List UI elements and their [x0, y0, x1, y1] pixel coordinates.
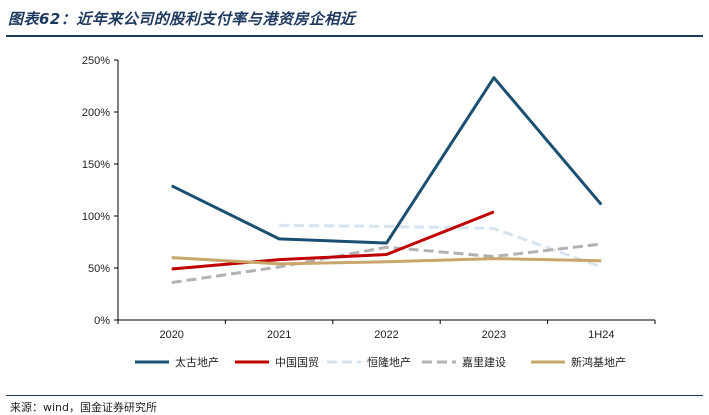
series-line-1 [171, 76, 603, 245]
y-tick-label: 250% [82, 55, 110, 67]
legend-label-2: 中国国贸 [275, 356, 319, 369]
legend-label-1: 太古地产 [175, 355, 219, 369]
x-tick-label: 2023 [482, 329, 506, 341]
series-line-3 [279, 223, 602, 269]
legend-label-3: 恒隆地产 [367, 355, 411, 369]
y-tick-label: 200% [82, 107, 110, 119]
legend: 太古地产 中国国贸 恒隆地产 嘉里建设 新鸿基地产 [135, 355, 626, 369]
legend-label-5: 新鸿基地产 [571, 355, 626, 369]
x-tick-label: 2020 [159, 329, 183, 341]
y-tick-label: 0% [94, 315, 110, 327]
axes: 0% 50% 100% 150% 200% 250% 2020 2021 2022 2023 1H2… [82, 55, 656, 341]
y-tick-label: 100% [82, 211, 110, 223]
chart-title: 图表62：近年来公司的股利支付率与港资房企相近 [8, 10, 356, 28]
footer-rule [6, 395, 703, 396]
series-line-4 [171, 242, 602, 285]
series-line-5 [171, 256, 602, 266]
x-tick-label: 2022 [374, 329, 398, 341]
y-tick-label: 50% [88, 263, 110, 275]
y-tick-label: 150% [82, 159, 110, 171]
series-line-2 [171, 210, 495, 271]
source-note: 来源：wind，国金证券研究所 [10, 401, 158, 414]
x-tick-label: 1H24 [588, 329, 614, 341]
title-rule [6, 35, 703, 37]
x-tick-label: 2021 [267, 329, 291, 341]
series-layer [171, 76, 603, 285]
legend-label-4: 嘉里建设 [462, 355, 506, 369]
